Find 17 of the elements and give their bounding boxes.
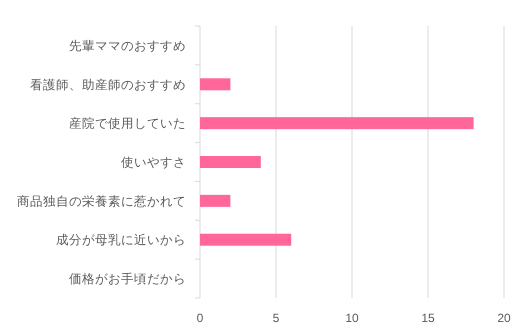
y-tick-label: 産院で使用していた [69,116,186,131]
y-tick-label: 価格がお手頃だから [69,272,186,286]
bar [200,194,230,207]
x-tick-label: 20 [497,311,511,325]
bar [200,117,474,130]
y-tick-label: 先輩ママのおすすめ [69,38,186,53]
bar [200,156,261,168]
y-tick-label: 看護師、助産師のおすすめ [30,76,186,92]
bar [200,78,230,90]
x-tick-label: 10 [345,311,359,325]
x-tick-label: 0 [196,311,204,325]
y-tick-label: 商品独自の栄養素に惹かれて [17,194,186,208]
y-tick-label: 使いやすさ [121,156,186,170]
bar [200,234,292,246]
y-tick-label: 成分が母乳に近いから [56,233,186,248]
x-tick-label: 15 [421,311,435,325]
x-tick-label: 5 [272,311,280,325]
